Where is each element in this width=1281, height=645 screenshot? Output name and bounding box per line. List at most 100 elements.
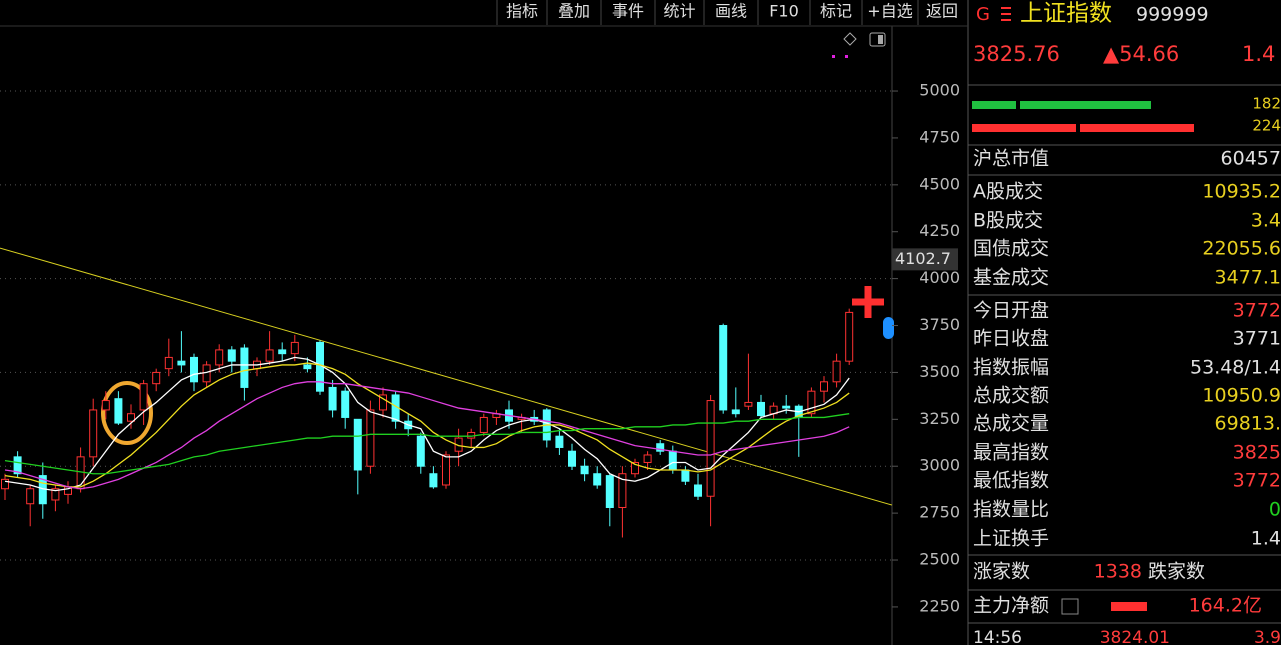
stat-value: 22055.6 [1202,238,1281,260]
change: ▲54.66 [1103,42,1179,66]
candle-body [442,454,450,486]
toolbar-button[interactable]: 叠加 [558,2,590,21]
candle-body [643,454,652,463]
candle-body [631,461,639,475]
stat-label: 总成交额 [973,385,1049,407]
candle-body [744,401,753,407]
candle-body [429,473,438,488]
stat-value: 69813. [1215,413,1281,435]
candle-body [139,383,148,411]
stat-label: B股成交 [973,210,1043,232]
highlight-circle [101,381,153,445]
stat-value: 3771 [1233,328,1281,350]
candle-body [555,435,564,448]
toolbar-button[interactable]: 事件 [612,2,644,21]
candle-body [719,325,728,411]
toolbar-button[interactable]: 返回 [926,2,958,21]
ma-line [4,356,850,492]
quote-panel: G 上证指数 999999 3825.76 ▲54.66 1.4 182 224… [968,1,1281,645]
volume-bar [972,124,1076,132]
stat-value: 164.2亿 [1189,595,1262,617]
candle-body [13,456,22,475]
candle-body [341,390,350,418]
candle-body [416,435,425,467]
toolbar-button[interactable]: 画线 [715,2,747,21]
candle-body [731,409,740,415]
candle-body [681,469,690,482]
volume-value: 182 [1252,95,1281,113]
candle-body [807,390,816,415]
flow-icon[interactable] [1061,598,1079,615]
candle-body [379,394,387,411]
stat-value: 3825 [1233,442,1281,464]
candle-body [227,349,236,362]
price: 3825.76 [973,42,1060,66]
stat-value: 10935.2 [1202,181,1281,203]
candle-body [593,473,602,486]
ma-line [4,413,850,475]
flow-bar [1111,602,1147,611]
index-code: 999999 [1136,4,1209,26]
toolbar-button[interactable]: F10 [769,2,799,21]
stat-label: 最低指数 [973,470,1049,492]
candle-body [114,398,123,424]
candle-body [605,475,614,508]
candle-body [51,488,60,501]
candle-body [290,341,299,355]
stat-label: 涨家数 [973,561,1030,583]
stat-value: 60457 [1221,148,1281,170]
change-pct: 1.4 [1242,42,1275,66]
diamond-icon[interactable] [843,32,857,46]
toolbar-button[interactable]: 统计 [663,2,695,21]
toolbar-button[interactable]: +自选 [867,2,912,21]
candle-body [101,400,110,411]
candle-body [782,405,791,409]
candle-body [215,349,224,366]
candle-body [694,484,702,497]
candle-body [656,443,665,452]
toolbar-button[interactable]: 指标 [506,2,538,21]
panel-toggle-icon[interactable] [869,32,886,47]
candle-body [127,413,135,422]
y-tick-label: 2250 [919,596,960,615]
toolbar-button[interactable]: 标记 [820,2,852,21]
candle-body [164,356,173,370]
dot [832,55,835,58]
blue-marker [883,317,894,339]
stat-label: 总成交量 [973,413,1049,435]
stat-label: 基金成交 [973,267,1049,289]
stat-label: 最高指数 [973,442,1049,464]
trendline [0,247,893,506]
menu-icon[interactable] [1001,7,1011,21]
red-cross [852,286,884,318]
stat-label: 国债成交 [973,238,1049,260]
stat-value: 3.4 [1251,210,1281,232]
stat-label: 上证换手 [973,528,1049,550]
stat-label: 昨日收盘 [973,328,1049,350]
stat-value: 3477.1 [1215,267,1281,289]
candle-body [757,401,765,417]
stat-label: 跌家数 [1148,561,1205,583]
y-tick-label: 4000 [919,268,960,287]
stat-value: 53.48/1.4 [1190,357,1281,379]
candle-body [618,473,627,508]
candle-body [1,478,9,490]
tick-time: 14:56 [973,628,1022,645]
chart: 2250 2500 2750 3000 3250 3500 3750 4000 4250 4500… [0,81,960,615]
candle-body [303,364,312,370]
panel-toggle-icon-fill [878,35,883,44]
tick-change: 3.9 [1254,628,1281,645]
candle-body [568,450,576,467]
stat-value: 10950.9 [1202,385,1281,407]
marker: G [976,4,990,25]
candle-body [190,356,198,383]
y-tick-label: 3250 [919,409,960,428]
stat-label: 指数量比 [973,499,1049,521]
candle-body [278,349,287,355]
toolbar: 指标 叠加 事件 统计 画线 F10 标记 +自选 返回 [496,0,958,25]
stat-label: A股成交 [973,181,1043,203]
y-tick-label: 3750 [919,315,960,334]
stat-label: 今日开盘 [973,300,1049,322]
tick-price: 3824.01 [1100,628,1170,645]
candle-body [820,381,828,392]
